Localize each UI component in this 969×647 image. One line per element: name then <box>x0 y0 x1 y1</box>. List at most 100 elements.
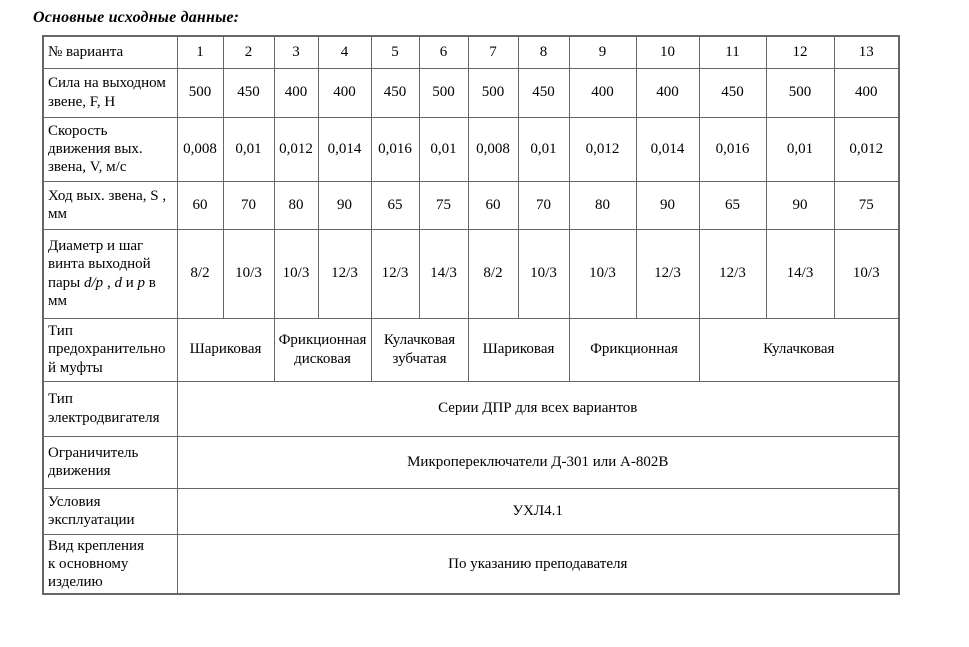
value-cell: 0,016 <box>698 116 767 182</box>
value-cell: 500 <box>467 67 519 118</box>
row-label: Условия эксплуатации <box>42 487 178 535</box>
value-cell: 400 <box>635 67 700 118</box>
row-label: Сила на выходном звене, F, Н <box>42 67 178 118</box>
row-label: Диаметр и шаг винта выходной пары d/p , … <box>42 228 178 319</box>
value-cell: 10/3 <box>517 228 570 319</box>
value-cell: 8 <box>517 35 570 69</box>
value-cell: 0,008 <box>176 116 224 182</box>
table-row: Скорость движения вых. звена, V, м/с 0,00… <box>42 116 900 182</box>
value-cell: 6 <box>418 35 469 69</box>
table-row: Диаметр и шаг винта выходной пары d/p , … <box>42 228 900 319</box>
value-cell: 450 <box>222 67 275 118</box>
value-cell: 0,014 <box>635 116 700 182</box>
merged-value-cell: Шариковая <box>176 317 275 382</box>
value-cell: 75 <box>418 180 469 230</box>
value-cell: 0,01 <box>222 116 275 182</box>
row-label-part: Диаметр и шаг винта выходной пары <box>48 237 151 291</box>
value-cell: 90 <box>635 180 700 230</box>
row-label: Вид крепления к основному изделию <box>42 533 178 595</box>
value-cell: 70 <box>222 180 275 230</box>
table-row: Условия эксплуатации УХЛ4.1 <box>42 487 900 535</box>
value-cell: 12/3 <box>317 228 372 319</box>
row-label: Ограничитель движения <box>42 435 178 489</box>
value-cell: 0,012 <box>568 116 637 182</box>
value-cell: 0,014 <box>317 116 372 182</box>
table-row: Сила на выходном звене, F, Н 500 450 400 400… <box>42 67 900 118</box>
value-cell: 14/3 <box>765 228 835 319</box>
row-label: Ход вых. звена, S , мм <box>42 180 178 230</box>
table-body: № варианта 1 2 3 4 5 6 7 8 9 10 11 12 13 Сила на выход… <box>42 35 900 595</box>
merged-value-cell: Фрикционная дисковая <box>273 317 372 382</box>
value-cell: 12/3 <box>370 228 420 319</box>
value-cell: 11 <box>698 35 767 69</box>
row-label-part: в мм <box>48 274 156 309</box>
value-cell: 10/3 <box>273 228 319 319</box>
value-cell: 400 <box>273 67 319 118</box>
value-cell: 7 <box>467 35 519 69</box>
value-cell: 12 <box>765 35 835 69</box>
merged-value-cell: Кулачковая <box>698 317 900 382</box>
value-cell: 14/3 <box>418 228 469 319</box>
value-cell: 0,01 <box>418 116 469 182</box>
value-cell: 10 <box>635 35 700 69</box>
table-row: Тип электродвигателя Серии ДПР для всех в… <box>42 380 900 437</box>
merged-value-cell: Шариковая <box>467 317 570 382</box>
row-label-italic-part: d/p <box>84 274 104 291</box>
value-cell: 2 <box>222 35 275 69</box>
data-table: № варианта 1 2 3 4 5 6 7 8 9 10 11 12 13 Сила на выход… <box>42 35 900 596</box>
row-label-part: и <box>121 274 138 291</box>
value-cell: 0,01 <box>765 116 835 182</box>
table-row: Тип предохранительно й муфты Шариковая Фри… <box>42 317 900 382</box>
table-row: Ограничитель движения Микропереключатели … <box>42 435 900 489</box>
table-row: Ход вых. звена, S , мм 60 70 80 90 65 75 60 70 80… <box>42 180 900 230</box>
table-row: № варианта 1 2 3 4 5 6 7 8 9 10 11 12 13 <box>42 35 900 69</box>
merged-value-cell: По указанию преподавателя <box>176 533 900 595</box>
value-cell: 60 <box>176 180 224 230</box>
value-cell: 90 <box>317 180 372 230</box>
value-cell: 12/3 <box>635 228 700 319</box>
value-cell: 8/2 <box>467 228 519 319</box>
value-cell: 10/3 <box>568 228 637 319</box>
value-cell: 3 <box>273 35 319 69</box>
value-cell: 90 <box>765 180 835 230</box>
value-cell: 13 <box>833 35 900 69</box>
value-cell: 400 <box>568 67 637 118</box>
value-cell: 80 <box>568 180 637 230</box>
value-cell: 0,008 <box>467 116 519 182</box>
value-cell: 75 <box>833 180 900 230</box>
value-cell: 450 <box>698 67 767 118</box>
value-cell: 450 <box>517 67 570 118</box>
value-cell: 8/2 <box>176 228 224 319</box>
row-label-italic-part: p <box>137 274 145 291</box>
page-title: Основные исходные данные: <box>33 9 240 26</box>
value-cell: 500 <box>418 67 469 118</box>
value-cell: 0,01 <box>517 116 570 182</box>
value-cell: 80 <box>273 180 319 230</box>
row-label: Тип предохранительно й муфты <box>42 317 178 382</box>
value-cell: 0,012 <box>273 116 319 182</box>
value-cell: 70 <box>517 180 570 230</box>
value-cell: 10/3 <box>833 228 900 319</box>
value-cell: 65 <box>370 180 420 230</box>
merged-value-cell: Микропереключатели Д-301 или А-802В <box>176 435 900 489</box>
value-cell: 0,012 <box>833 116 900 182</box>
row-label-part: , <box>103 274 115 291</box>
merged-value-cell: Серии ДПР для всех вариантов <box>176 380 900 437</box>
row-label: Скорость движения вых. звена, V, м/с <box>42 116 178 182</box>
value-cell: 0,016 <box>370 116 420 182</box>
row-label: Тип электродвигателя <box>42 380 178 437</box>
value-cell: 450 <box>370 67 420 118</box>
table-row: Вид крепления к основному изделию По указ… <box>42 533 900 595</box>
merged-value-cell: Кулачковая зубчатая <box>370 317 469 382</box>
row-label-italic-part: d <box>114 274 122 291</box>
value-cell: 12/3 <box>698 228 767 319</box>
merged-value-cell: Фрикционная <box>568 317 700 382</box>
value-cell: 500 <box>176 67 224 118</box>
value-cell: 400 <box>833 67 900 118</box>
value-cell: 400 <box>317 67 372 118</box>
value-cell: 10/3 <box>222 228 275 319</box>
value-cell: 60 <box>467 180 519 230</box>
row-label: № варианта <box>42 35 178 69</box>
value-cell: 4 <box>317 35 372 69</box>
